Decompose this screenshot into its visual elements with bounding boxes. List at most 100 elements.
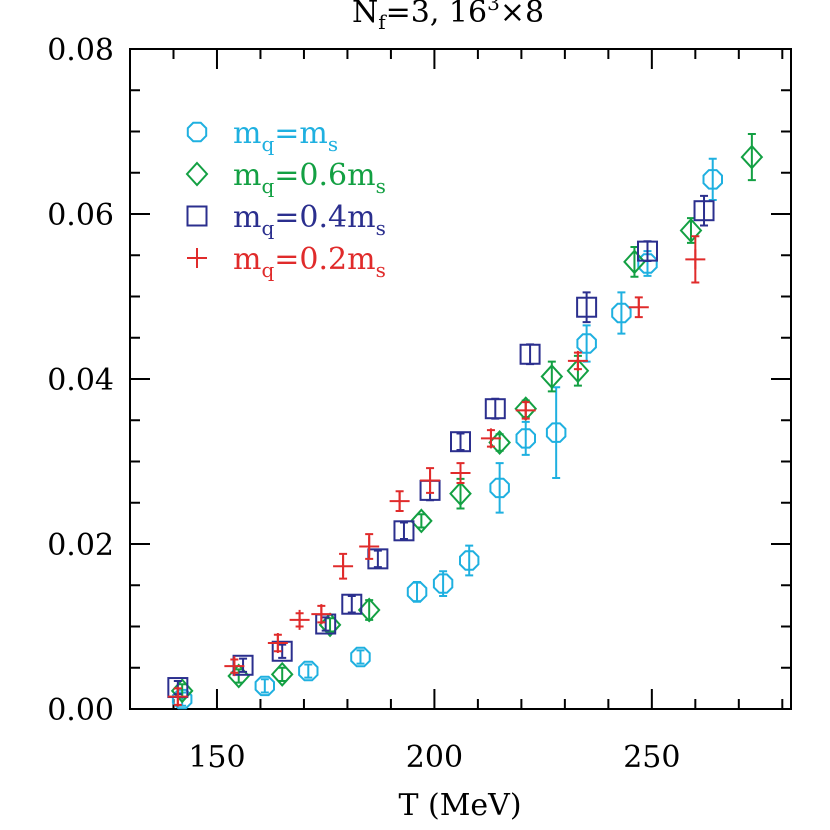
data-point: [685, 249, 706, 270]
axis-ticks: [130, 48, 791, 710]
error-bar: [708, 157, 717, 201]
legend-label: mq=ms: [233, 116, 338, 156]
y-tick-label: 0.02: [47, 528, 114, 563]
data-point: [298, 660, 319, 682]
error-bar: [417, 513, 426, 529]
data-point: [350, 646, 371, 668]
error-bar: [321, 616, 330, 632]
plot-frame: [129, 48, 792, 710]
data-point: [289, 609, 310, 630]
error-bar: [552, 386, 561, 479]
error-bar: [526, 343, 535, 366]
data-point: [679, 218, 703, 243]
data-point: [410, 508, 433, 534]
data-point: [267, 633, 288, 653]
data-point: [357, 597, 381, 623]
error-bar: [495, 462, 504, 514]
error-bar: [326, 617, 335, 633]
data-point: [623, 249, 646, 275]
legend-item: mq=ms: [186, 116, 338, 156]
data-point: [480, 428, 501, 449]
error-bar: [521, 420, 530, 456]
data-point: [271, 640, 293, 662]
data-point: [459, 550, 480, 571]
data-point: [519, 343, 541, 365]
legend-label: mq=0.6ms: [233, 158, 386, 198]
data-point: [341, 593, 363, 615]
series-diamond: [170, 132, 764, 704]
data-point: [359, 536, 380, 557]
y-tick-label: 0.06: [47, 198, 114, 233]
chart-title: Nf=3, 163×8: [352, 0, 544, 34]
data-point: [567, 350, 588, 371]
data-point: [702, 169, 723, 190]
error-bar: [465, 544, 474, 577]
legend-item: mq=0.2ms: [187, 242, 386, 282]
data-point: [393, 520, 415, 542]
error-bar: [278, 666, 287, 682]
data-point: [484, 398, 506, 420]
data-point: [693, 200, 715, 222]
data-point: [224, 656, 245, 677]
legend-label: mq=0.4ms: [233, 200, 386, 240]
data-point: [515, 400, 536, 421]
error-bar: [413, 580, 422, 603]
data-point: [432, 573, 454, 594]
y-tick-label: 0.04: [47, 363, 114, 398]
error-bar: [747, 132, 756, 182]
series-layer: [167, 132, 764, 710]
error-bar: [356, 649, 365, 665]
error-bar: [456, 432, 465, 451]
data-point: [628, 297, 649, 318]
data-point: [449, 481, 472, 507]
error-bar: [260, 678, 269, 694]
data-point: [540, 364, 564, 390]
data-point: [333, 556, 354, 577]
data-point: [636, 240, 658, 262]
data-point: [576, 333, 597, 354]
error-bar: [495, 433, 504, 452]
data-point: [406, 581, 428, 603]
data-point: [450, 463, 471, 484]
series-square: [167, 194, 715, 699]
data-point: [170, 678, 194, 704]
data-point: [270, 661, 294, 687]
y-tick-label: 0.08: [47, 33, 114, 68]
legend-marker: [185, 161, 209, 187]
data-point: [167, 686, 188, 707]
x-tick-label: 200: [406, 740, 463, 775]
x-tick-label: 250: [623, 740, 680, 775]
error-bar: [399, 521, 408, 541]
data-point: [576, 296, 598, 318]
x-axis-label: T (MeV): [398, 788, 521, 823]
legend-label: mq=0.2ms: [233, 242, 386, 282]
error-bar: [278, 643, 287, 659]
error-bar: [373, 549, 382, 569]
data-point: [311, 604, 332, 625]
legend-item: mq=0.4ms: [186, 200, 386, 240]
data-point: [566, 358, 590, 384]
error-bar: [582, 324, 591, 363]
x-tick-labels: 150 200 250: [188, 740, 680, 775]
legend-marker: [186, 205, 208, 227]
data-point: [254, 675, 275, 697]
legend-item: mq=0.6ms: [185, 158, 386, 198]
data-point: [515, 428, 536, 449]
data-point: [740, 144, 764, 170]
legend-marker: [186, 121, 208, 143]
error-bar: [347, 594, 356, 614]
data-point: [489, 477, 510, 499]
error-bar: [304, 663, 313, 679]
data-point: [318, 612, 342, 638]
data-point: [545, 422, 567, 443]
data-point: [389, 491, 410, 512]
x-tick-label: 150: [188, 740, 245, 775]
y-tick-labels: 0.00 0.02 0.04 0.06 0.08: [47, 33, 114, 728]
y-tick-label: 0.00: [47, 693, 114, 728]
error-bar: [491, 397, 500, 420]
data-point: [420, 470, 441, 491]
series-plus: [167, 235, 706, 707]
legend-marker: [187, 248, 207, 268]
